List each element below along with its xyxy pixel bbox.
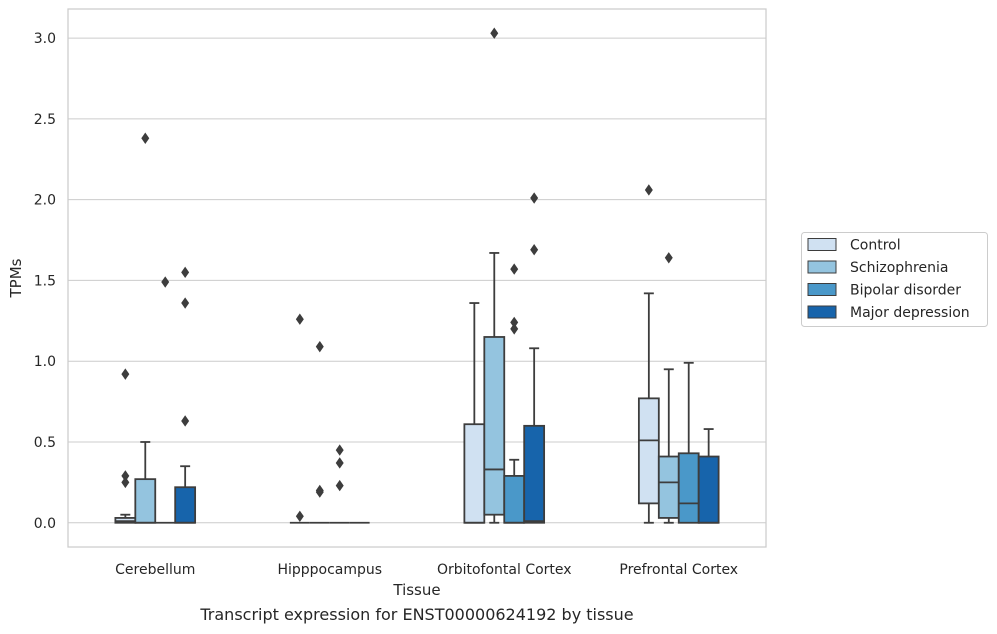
legend-frame — [801, 232, 988, 327]
box-2-1 — [483, 27, 506, 524]
x-tick-label: Hipppocampus — [277, 562, 382, 578]
iqr-box — [523, 424, 546, 524]
iqr-box — [503, 475, 526, 524]
outlier-point — [490, 27, 499, 39]
y-tick-label: 3.0 — [34, 31, 56, 47]
plot-area-frame — [67, 8, 767, 548]
x-axis-title: Tissue — [392, 581, 440, 599]
legend-label: Schizophrenia — [850, 260, 948, 276]
box-1-2 — [329, 444, 350, 524]
x-tick-labels: Cerebellum Hipppocampus Orbitofontal Corte… — [115, 562, 738, 578]
outlier-point — [530, 244, 539, 256]
outlier-point — [335, 444, 344, 456]
y-tick-label: 2.5 — [34, 112, 56, 128]
iqr-box — [174, 486, 197, 524]
outlier-point — [510, 263, 519, 275]
legend-label: Control — [850, 238, 901, 254]
outlier-point — [315, 340, 324, 353]
outlier-point — [295, 313, 304, 325]
outlier-point — [295, 510, 304, 523]
box-2-0 — [463, 302, 486, 524]
outlier-point — [530, 192, 539, 204]
y-axis-title: TPMs — [7, 258, 25, 298]
box-2-3 — [523, 192, 546, 524]
x-tick-label: Orbitofontal Cortex — [437, 562, 572, 578]
box-0-1 — [134, 132, 157, 524]
box-0-3 — [174, 266, 197, 524]
box-0-2 — [155, 276, 176, 524]
outlier-point — [121, 476, 130, 489]
outlier-point — [510, 323, 519, 335]
legend-label: Major depression — [850, 305, 970, 321]
x-tick-label: Cerebellum — [115, 562, 195, 578]
iqr-box — [657, 455, 680, 519]
box-3-0 — [637, 184, 660, 524]
iqr-box — [697, 455, 720, 524]
box-3-2 — [677, 361, 700, 524]
legend-swatch — [807, 305, 837, 319]
legend-label: Bipolar disorder — [850, 283, 961, 299]
y-gridlines — [68, 37, 766, 524]
y-tick-label: 1.5 — [34, 273, 56, 289]
outlier-point — [181, 415, 190, 427]
x-tick-label: Prefrontal Cortex — [619, 562, 738, 578]
box-1-1 — [309, 340, 330, 524]
outlier-point — [335, 457, 344, 469]
outlier-point — [121, 368, 130, 380]
iqr-box — [134, 478, 157, 524]
outlier-point — [141, 132, 150, 144]
box-2-2 — [503, 263, 526, 524]
iqr-box — [637, 397, 660, 505]
y-tick-labels: 0.0 0.5 1.0 1.5 2.0 2.5 3.0 — [34, 31, 56, 532]
legend-swatch — [807, 260, 837, 274]
legend-swatch — [807, 238, 837, 251]
y-tick-label: 0.0 — [34, 516, 56, 532]
box-1-0 — [289, 313, 310, 524]
y-tick-label: 2.0 — [34, 193, 56, 209]
y-tick-label: 0.5 — [34, 435, 56, 451]
outlier-point — [644, 184, 653, 196]
outlier-point — [335, 479, 344, 492]
legend: Control Schizophrenia Bipolar disorder Majo… — [801, 232, 988, 327]
box-layer — [114, 27, 720, 524]
outlier-point — [181, 297, 190, 309]
iqr-box — [677, 452, 700, 524]
outlier-point — [161, 276, 170, 288]
legend-swatch — [807, 283, 837, 296]
box-0-0 — [114, 368, 137, 524]
box-3-3 — [697, 428, 720, 524]
outlier-point — [315, 486, 324, 498]
outlier-point — [664, 252, 673, 264]
box-3-1 — [657, 252, 680, 524]
y-tick-label: 1.0 — [34, 354, 56, 370]
figure-caption: Transcript expression for ENST0000062419… — [200, 605, 634, 624]
outlier-point — [181, 266, 190, 279]
iqr-box — [483, 336, 506, 516]
iqr-box — [463, 423, 486, 524]
